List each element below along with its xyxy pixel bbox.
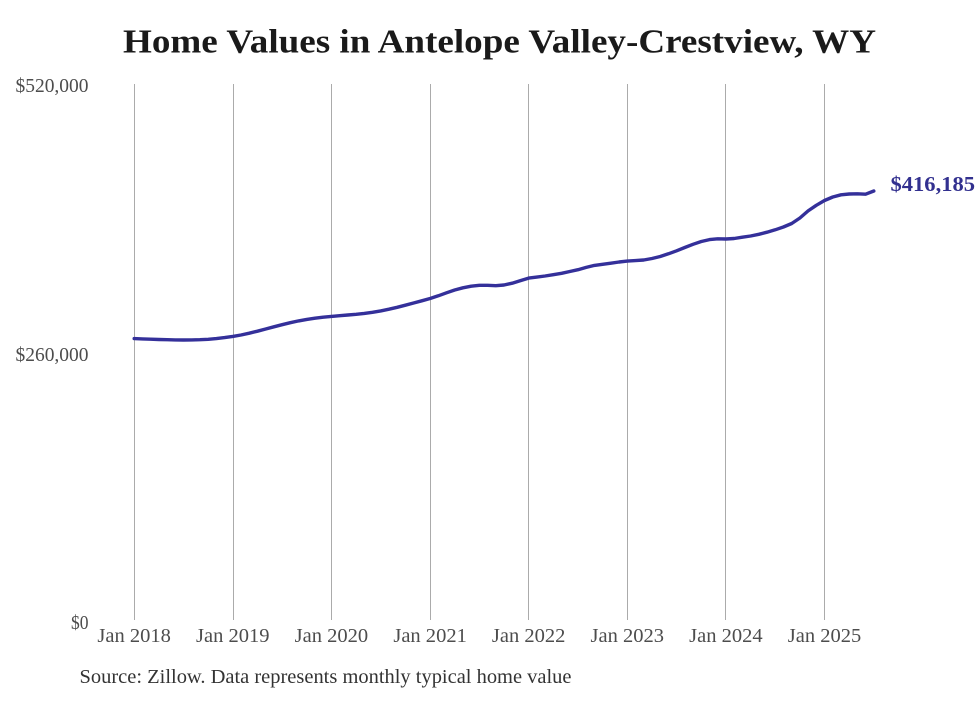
svg-text:Home Values in Antelope Valley: Home Values in Antelope Valley-Crestview… (123, 24, 876, 61)
svg-text:Jan 2022: Jan 2022 (492, 625, 566, 647)
svg-text:$0: $0 (71, 612, 89, 634)
svg-text:Source: Zillow. Data represent: Source: Zillow. Data represents monthly … (80, 666, 572, 688)
svg-text:$416,185: $416,185 (891, 172, 976, 196)
svg-text:$520,000: $520,000 (16, 75, 89, 97)
svg-text:Jan 2019: Jan 2019 (196, 625, 270, 647)
svg-text:Jan 2024: Jan 2024 (689, 625, 763, 647)
svg-text:Jan 2021: Jan 2021 (393, 625, 467, 647)
svg-text:Jan 2018: Jan 2018 (97, 625, 171, 647)
svg-text:Jan 2023: Jan 2023 (591, 625, 665, 647)
svg-text:$260,000: $260,000 (16, 344, 89, 366)
svg-text:Jan 2025: Jan 2025 (788, 625, 862, 647)
svg-text:Jan 2020: Jan 2020 (295, 625, 369, 647)
